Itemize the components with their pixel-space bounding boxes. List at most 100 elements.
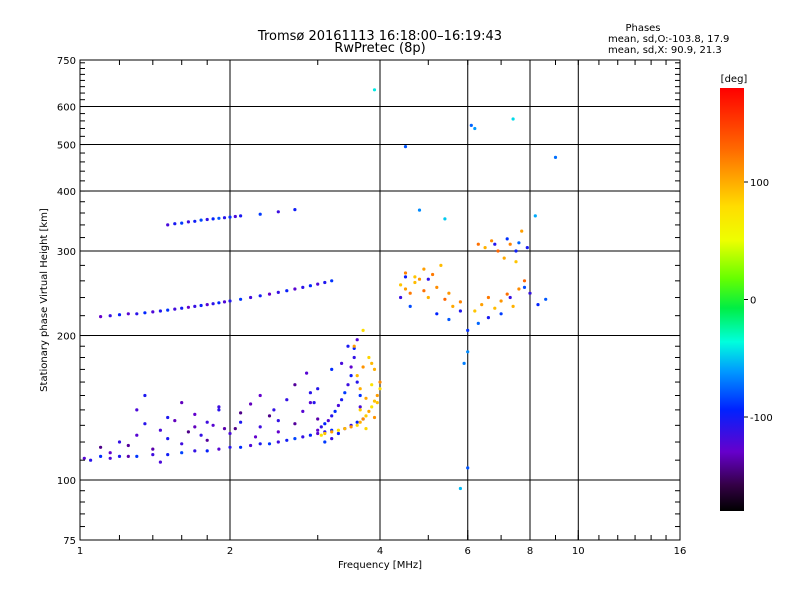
data-point xyxy=(180,221,184,225)
data-point xyxy=(316,282,320,286)
data-point xyxy=(249,443,253,448)
data-point xyxy=(89,458,93,462)
data-point xyxy=(205,438,209,442)
data-point xyxy=(375,393,379,398)
data-point xyxy=(355,420,359,424)
data-point xyxy=(180,451,184,455)
colorbar: [deg] 100 0 -100 xyxy=(720,74,773,511)
data-point xyxy=(180,401,184,405)
data-point xyxy=(511,304,515,308)
data-point xyxy=(228,431,232,436)
data-point xyxy=(135,454,139,458)
data-point xyxy=(222,427,227,431)
data-point xyxy=(426,295,430,300)
data-point xyxy=(403,271,408,275)
data-point xyxy=(199,218,203,222)
data-point xyxy=(355,374,359,378)
data-point xyxy=(258,425,262,429)
data-point xyxy=(166,437,170,441)
data-point xyxy=(476,242,480,246)
data-point xyxy=(323,431,327,436)
x-tick-label: 2 xyxy=(227,546,233,557)
data-point xyxy=(493,306,497,310)
data-point xyxy=(108,456,112,460)
data-point xyxy=(346,383,350,387)
data-point xyxy=(205,420,209,424)
data-point xyxy=(343,391,347,395)
data-point xyxy=(173,419,177,423)
data-point xyxy=(399,283,403,287)
data-point xyxy=(316,417,320,421)
data-point xyxy=(352,355,356,360)
data-point xyxy=(193,219,197,223)
data-point xyxy=(490,239,494,243)
data-point xyxy=(447,317,451,322)
data-point xyxy=(352,344,356,348)
x-tick-label: 4 xyxy=(377,546,383,557)
data-point xyxy=(99,315,103,319)
data-point xyxy=(305,371,309,375)
phase-annotation: Phases mean, sd,O:-103.8, 17.9 mean, sd,… xyxy=(608,23,729,56)
data-point xyxy=(249,402,253,406)
data-point xyxy=(343,427,347,431)
data-point xyxy=(211,302,215,306)
data-point xyxy=(151,453,155,457)
data-point xyxy=(222,300,227,304)
data-point xyxy=(173,307,177,311)
data-point xyxy=(258,393,262,398)
data-point xyxy=(480,303,484,307)
data-point xyxy=(308,391,312,395)
data-point xyxy=(502,256,506,260)
data-point xyxy=(217,447,221,451)
data-point xyxy=(205,217,209,222)
y-tick-label: 600 xyxy=(57,103,76,114)
data-point xyxy=(466,350,470,354)
data-point xyxy=(375,401,379,405)
data-point xyxy=(466,328,470,332)
data-point xyxy=(276,210,280,214)
data-point xyxy=(193,425,197,429)
data-point xyxy=(186,305,190,309)
data-point xyxy=(483,246,487,250)
data-point xyxy=(316,431,320,436)
data-point xyxy=(522,285,527,289)
data-point xyxy=(355,338,359,342)
data-point xyxy=(319,433,323,437)
data-point xyxy=(276,440,280,444)
data-point xyxy=(364,414,368,418)
data-point xyxy=(514,249,518,253)
data-point xyxy=(403,275,408,279)
data-point xyxy=(308,284,312,288)
title-block: Tromsø 20161113 16:18:00–16:19:43 RwPret… xyxy=(257,29,502,56)
data-point xyxy=(316,387,320,391)
data-point xyxy=(285,438,289,442)
data-point xyxy=(364,396,368,400)
data-point xyxy=(536,303,540,307)
data-point xyxy=(367,409,371,413)
data-point xyxy=(447,291,451,295)
data-point xyxy=(143,422,147,426)
data-point xyxy=(451,304,455,308)
data-point xyxy=(370,383,374,387)
grid-lines xyxy=(79,60,680,540)
data-point xyxy=(99,454,103,458)
data-point xyxy=(301,285,305,289)
data-point xyxy=(499,312,503,316)
data-point xyxy=(435,285,439,289)
data-point xyxy=(528,291,532,295)
data-point xyxy=(361,328,365,332)
data-point xyxy=(233,427,237,431)
data-point xyxy=(458,309,462,313)
data-point xyxy=(228,445,232,449)
y-tick-label: 750 xyxy=(57,56,76,67)
data-point xyxy=(522,279,527,283)
data-point xyxy=(525,246,529,250)
data-point xyxy=(358,420,362,424)
data-point xyxy=(301,409,305,413)
data-point xyxy=(408,291,412,295)
data-point xyxy=(239,214,243,218)
data-point xyxy=(272,408,276,412)
data-point xyxy=(336,431,340,436)
data-point xyxy=(349,365,353,369)
data-point xyxy=(239,420,243,424)
